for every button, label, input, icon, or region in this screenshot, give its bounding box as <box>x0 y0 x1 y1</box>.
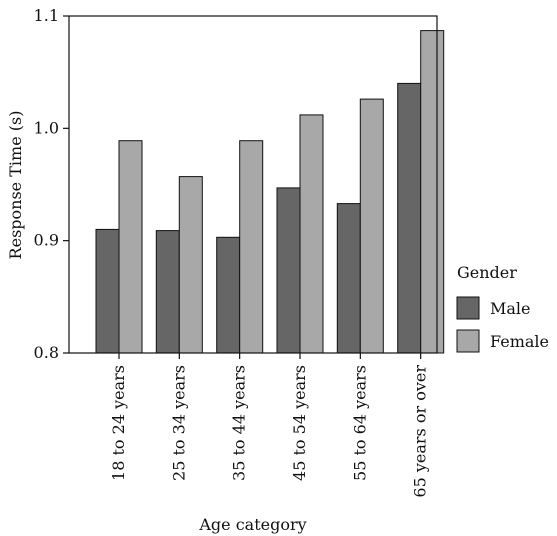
bar-female-3 <box>239 140 264 354</box>
bar-female-6 <box>420 30 445 354</box>
plot-frame <box>68 15 438 354</box>
legend: Gender Male Female <box>456 263 549 353</box>
legend-swatch-male <box>456 296 480 320</box>
x-tick-label: 18 to 24 years <box>109 365 128 481</box>
bar-male-2 <box>155 230 180 354</box>
bar-male-1 <box>95 228 120 354</box>
x-tick-label: 35 to 44 years <box>230 365 249 481</box>
bar-female-2 <box>178 176 203 354</box>
x-tick-label: 55 to 64 years <box>350 365 369 481</box>
x-tick-label: 45 to 54 years <box>290 365 309 481</box>
legend-label-female: Female <box>490 332 549 351</box>
bar-female-4 <box>299 114 324 354</box>
x-axis-label: Age category <box>198 515 306 534</box>
legend-label-male: Male <box>490 299 531 318</box>
bar-male-3 <box>216 236 241 354</box>
y-tick-label: 0.9 <box>34 231 59 250</box>
bars-group <box>95 30 445 354</box>
legend-swatch-female <box>456 329 480 353</box>
x-tick-label: 25 to 34 years <box>169 365 188 481</box>
bar-male-4 <box>276 187 301 354</box>
bar-female-5 <box>359 98 384 354</box>
y-axis-label: Response Time (s) <box>6 111 25 260</box>
y-tick-label: 0.8 <box>34 343 59 362</box>
legend-title: Gender <box>457 263 517 282</box>
bar-male-5 <box>336 203 361 354</box>
y-tick-label: 1.1 <box>34 6 59 25</box>
bar-male-6 <box>397 82 422 354</box>
y-axis: 0.8 0.9 1.0 1.1 <box>34 6 69 362</box>
y-tick-label: 1.0 <box>34 118 59 137</box>
x-axis: 18 to 24 years 25 to 34 years 35 to 44 yea… <box>109 353 430 498</box>
bar-female-1 <box>118 140 143 354</box>
x-tick-label: 65 years or over <box>411 365 430 498</box>
